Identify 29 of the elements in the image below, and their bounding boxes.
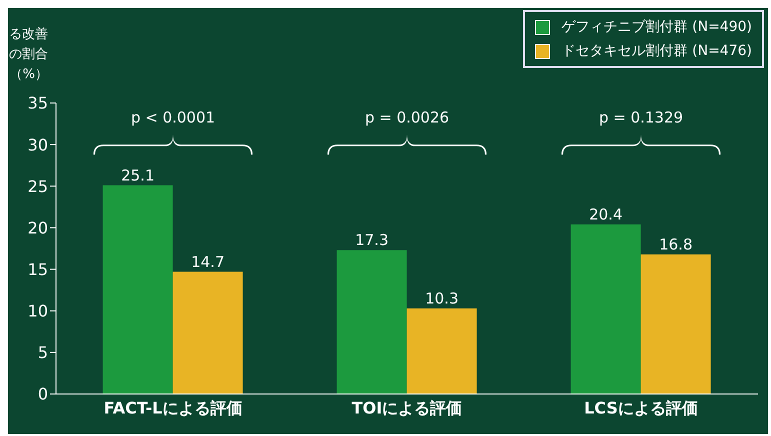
x-tick-label: TOIによる評価: [352, 398, 462, 418]
y-tick-label: 25: [28, 176, 48, 196]
data-label: 10.3: [425, 289, 459, 308]
legend-label: ゲフィチニブ割付群 (N=490): [562, 18, 752, 37]
data-label: 20.4: [589, 205, 623, 224]
annotation: p = 0.1329: [598, 108, 684, 127]
y-tick-label: 35: [28, 94, 48, 113]
bar: [102, 185, 173, 394]
bar: [172, 272, 243, 394]
data-label: 25.1: [121, 166, 155, 184]
y-tick-label: 10: [28, 302, 48, 321]
legend-label: ドセタキセル割付群 (N=476): [562, 42, 752, 61]
y-tick-label: 20: [28, 218, 48, 238]
y-tick-label: 15: [28, 260, 48, 279]
x-tick-label: FACT-Lによる評価: [104, 398, 242, 418]
bar: [640, 254, 711, 394]
annotation: p < 0.0001: [130, 108, 216, 127]
y-tick-label: 5: [38, 343, 48, 362]
bar: [406, 308, 477, 394]
y-tick-label: 30: [28, 135, 48, 154]
data-label: 16.8: [659, 235, 693, 254]
data-label: 14.7: [191, 252, 225, 271]
x-tick-label: LCSによる評価: [584, 398, 698, 418]
annotation: p = 0.0026: [364, 108, 450, 127]
y-tick-label: 0: [38, 384, 48, 404]
bar: [570, 224, 641, 394]
y-axis-title: る改善の割合（%）: [9, 26, 48, 82]
data-label: 17.3: [355, 231, 389, 250]
bar: [336, 250, 407, 394]
